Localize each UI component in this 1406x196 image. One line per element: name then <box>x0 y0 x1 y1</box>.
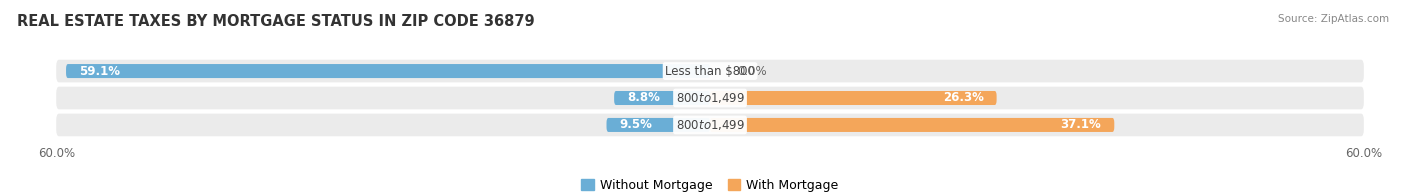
Text: $800 to $1,499: $800 to $1,499 <box>675 118 745 132</box>
Text: 37.1%: 37.1% <box>1060 118 1101 132</box>
Text: 59.1%: 59.1% <box>79 64 120 78</box>
Text: REAL ESTATE TAXES BY MORTGAGE STATUS IN ZIP CODE 36879: REAL ESTATE TAXES BY MORTGAGE STATUS IN … <box>17 14 534 29</box>
Text: Source: ZipAtlas.com: Source: ZipAtlas.com <box>1278 14 1389 24</box>
FancyBboxPatch shape <box>66 64 710 78</box>
Text: $800 to $1,499: $800 to $1,499 <box>675 91 745 105</box>
FancyBboxPatch shape <box>606 118 710 132</box>
FancyBboxPatch shape <box>710 118 1115 132</box>
FancyBboxPatch shape <box>710 91 997 105</box>
Text: 8.8%: 8.8% <box>627 92 659 104</box>
Text: 9.5%: 9.5% <box>620 118 652 132</box>
FancyBboxPatch shape <box>56 60 1364 82</box>
Text: 26.3%: 26.3% <box>942 92 984 104</box>
FancyBboxPatch shape <box>614 91 710 105</box>
Text: 0.0%: 0.0% <box>737 64 766 78</box>
Text: Less than $800: Less than $800 <box>665 64 755 78</box>
FancyBboxPatch shape <box>56 87 1364 109</box>
Legend: Without Mortgage, With Mortgage: Without Mortgage, With Mortgage <box>576 174 844 196</box>
FancyBboxPatch shape <box>56 114 1364 136</box>
